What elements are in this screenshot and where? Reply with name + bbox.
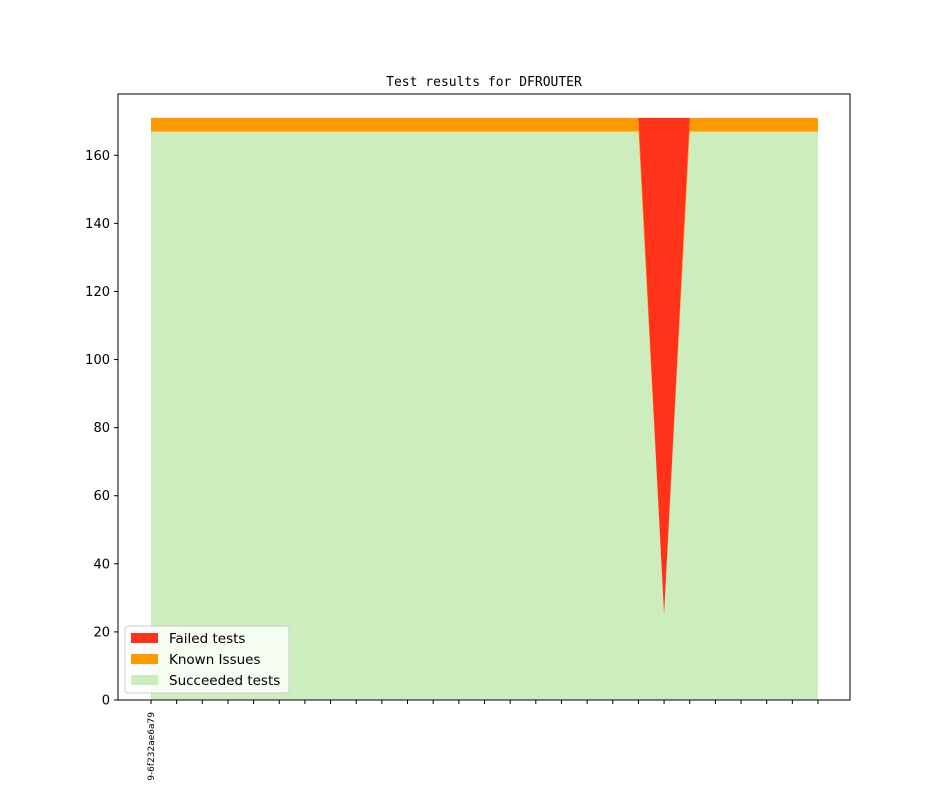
y-tick-label: 40 (93, 557, 110, 572)
area-succeeded-tests (151, 131, 818, 700)
legend-label-known-issues: Known Issues (169, 652, 261, 668)
y-tick-label: 0 (102, 694, 110, 709)
y-tick-label: 160 (85, 149, 110, 164)
y-tick-label: 20 (93, 625, 110, 640)
legend: Failed tests Known Issues Succeeded tests (124, 625, 290, 694)
legend-swatch-failed-tests (131, 633, 158, 643)
legend-label-succeeded-tests: Succeeded tests (169, 673, 280, 689)
y-tick-label: 80 (93, 421, 110, 436)
y-tick-label: 100 (85, 353, 110, 368)
x-tick-label: 9-6f232ae6a79 (147, 712, 157, 781)
legend-swatch-known-issues (131, 654, 158, 664)
chart-title: Test results for DFROUTER (386, 75, 582, 90)
y-tick-label: 120 (85, 285, 110, 300)
area-failed-tests (151, 117, 818, 615)
y-tick-label: 60 (93, 489, 110, 504)
area-series-group (151, 117, 818, 700)
legend-label-failed-tests: Failed tests (169, 631, 245, 647)
legend-swatch-succeeded-tests (131, 675, 158, 685)
x-axis: 9-6f232ae6a79 (147, 700, 819, 781)
y-tick-label: 140 (85, 217, 110, 232)
y-axis: 0 20 40 60 80 100 120 140 160 (85, 149, 118, 709)
legend-box (124, 625, 290, 694)
